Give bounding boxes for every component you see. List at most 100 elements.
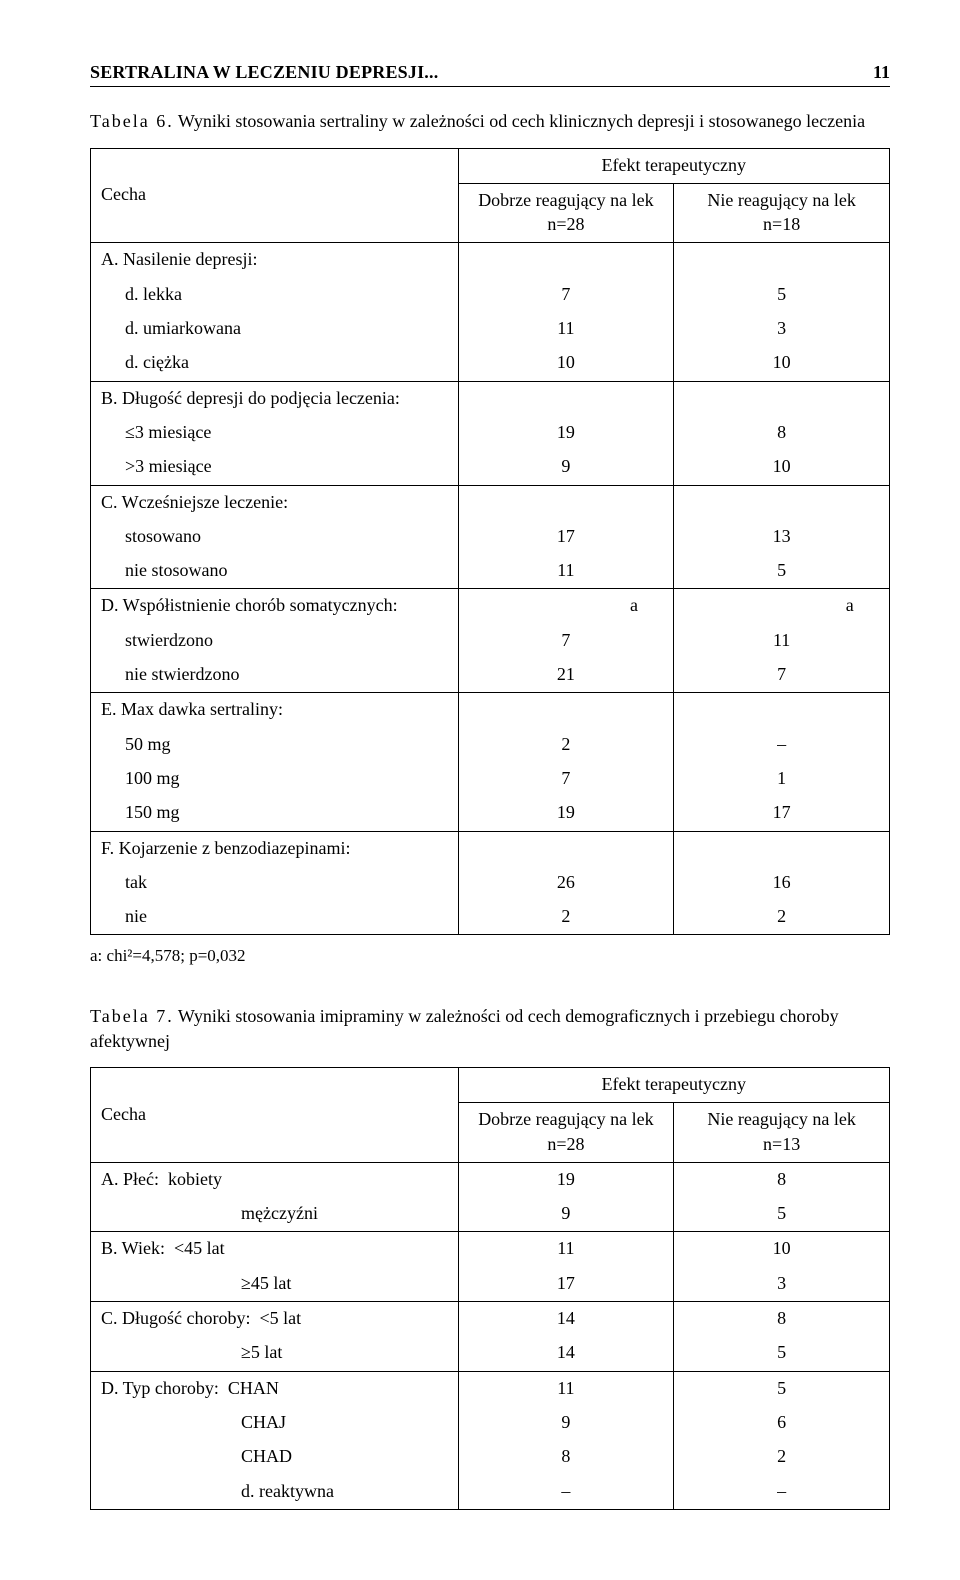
table-row-label: C. Długość choroby: <5 lat [91, 1302, 459, 1337]
table-cell: 5 [674, 554, 890, 589]
table-row-title: B. Długość depresji do podjęcia leczenia… [91, 381, 459, 416]
table6-caption: Tabela 6. Wyniki stosowania sertraliny w… [90, 109, 890, 133]
table-cell: 13 [674, 520, 890, 554]
table-row-label: nie [91, 900, 459, 935]
table-row-title: A. Nasilenie depresji: [91, 243, 459, 278]
table-cell: 6 [674, 1406, 890, 1440]
table-cell: 19 [458, 1162, 674, 1197]
table-cell: 8 [674, 1162, 890, 1197]
table-cell [674, 831, 890, 866]
table6-col-feature: Cecha [91, 148, 459, 243]
table-cell: 2 [674, 900, 890, 935]
running-title: SERTRALINA W LECZENIU DEPRESJI... [90, 60, 438, 84]
table6-col-good: Dobrze reagujący na lek n=28 [458, 183, 674, 243]
table7-label: Tabela 7. [90, 1006, 174, 1026]
table-cell: 5 [674, 1197, 890, 1232]
table-cell [674, 381, 890, 416]
table-row-label: B. Wiek: <45 lat [91, 1232, 459, 1267]
table-cell: a [674, 589, 890, 624]
table7-col-bad: Nie reagujący na lek n=13 [674, 1103, 890, 1163]
table6-label: Tabela 6. [90, 111, 174, 131]
table-cell [458, 485, 674, 520]
table-cell: 3 [674, 312, 890, 346]
table-row-label: d. umiarkowana [91, 312, 459, 346]
table-cell: 11 [458, 1371, 674, 1406]
table7-col-feature: Cecha [91, 1067, 459, 1162]
table7: Cecha Efekt terapeutyczny Dobrze reagują… [90, 1067, 890, 1510]
table-cell: – [674, 1475, 890, 1510]
table-row-label: nie stwierdzono [91, 658, 459, 693]
table6-caption-text: Wyniki stosowania sertraliny w zależnośc… [178, 111, 865, 131]
table-cell: 26 [458, 866, 674, 900]
table-row-label: 150 mg [91, 796, 459, 831]
table-row-title: F. Kojarzenie z benzodiazepinami: [91, 831, 459, 866]
table-cell: 16 [674, 866, 890, 900]
table-row-label: CHAD [91, 1440, 459, 1474]
table-row-label: stosowano [91, 520, 459, 554]
table-cell [674, 485, 890, 520]
table-cell: 9 [458, 1406, 674, 1440]
table-cell: 11 [458, 312, 674, 346]
table7-col-good-label: Dobrze reagujący na lek [478, 1109, 653, 1129]
table-cell [458, 381, 674, 416]
table-cell: – [674, 728, 890, 762]
table-cell: 7 [458, 762, 674, 796]
table7-header-effect: Efekt terapeutyczny [458, 1067, 889, 1102]
table-cell: 8 [674, 416, 890, 450]
table-row-title: D. Współistnienie chorób somatycznych: [91, 589, 459, 624]
table-row-label: >3 miesiące [91, 450, 459, 485]
table6-col-good-n: n=28 [547, 214, 584, 234]
table-cell [458, 693, 674, 728]
table-cell: 2 [458, 728, 674, 762]
table-cell: 10 [674, 1232, 890, 1267]
table-cell [458, 831, 674, 866]
table-cell: 11 [458, 554, 674, 589]
table-cell: a [458, 589, 674, 624]
table7-caption-text: Wyniki stosowania imipraminy w zależnośc… [90, 1006, 839, 1050]
table-cell: 14 [458, 1302, 674, 1337]
table-row-label: 100 mg [91, 762, 459, 796]
table-cell [458, 243, 674, 278]
table-cell [674, 693, 890, 728]
table-cell: 11 [674, 624, 890, 658]
table-cell: 3 [674, 1267, 890, 1302]
table-cell: 9 [458, 450, 674, 485]
table-cell: 19 [458, 416, 674, 450]
table-row-label: stwierdzono [91, 624, 459, 658]
table-row-label: mężczyźni [91, 1197, 459, 1232]
table-cell: 5 [674, 1336, 890, 1371]
table-row-label: D. Typ choroby: CHAN [91, 1371, 459, 1406]
page-number: 11 [873, 60, 890, 84]
table-cell: – [458, 1475, 674, 1510]
table-cell: 17 [674, 796, 890, 831]
table-cell: 14 [458, 1336, 674, 1371]
running-header: SERTRALINA W LECZENIU DEPRESJI... 11 [90, 60, 890, 87]
table-row-title: E. Max dawka sertraliny: [91, 693, 459, 728]
table-row-label: A. Płeć: kobiety [91, 1162, 459, 1197]
table-cell: 9 [458, 1197, 674, 1232]
table-row-label: d. reaktywna [91, 1475, 459, 1510]
table6-col-bad: Nie reagujący na lek n=18 [674, 183, 890, 243]
table-cell: 2 [458, 900, 674, 935]
table6-col-good-label: Dobrze reagujący na lek [478, 190, 653, 210]
table7-col-bad-label: Nie reagujący na lek [707, 1109, 855, 1129]
table7-caption: Tabela 7. Wyniki stosowania imipraminy w… [90, 1004, 890, 1053]
table-cell: 7 [458, 278, 674, 312]
table6: Cecha Efekt terapeutyczny Dobrze reagują… [90, 148, 890, 936]
table-row-label: CHAJ [91, 1406, 459, 1440]
table-cell [674, 243, 890, 278]
table6-col-bad-n: n=18 [763, 214, 800, 234]
table-row-label: d. ciężka [91, 346, 459, 381]
table-cell: 7 [674, 658, 890, 693]
table6-col-bad-label: Nie reagujący na lek [707, 190, 855, 210]
table-cell: 21 [458, 658, 674, 693]
table-row-title: C. Wcześniejsze leczenie: [91, 485, 459, 520]
table6-header-effect: Efekt terapeutyczny [458, 148, 889, 183]
table-cell: 11 [458, 1232, 674, 1267]
table-row-label: nie stosowano [91, 554, 459, 589]
table-cell: 5 [674, 278, 890, 312]
table-cell: 2 [674, 1440, 890, 1474]
table-cell: 8 [674, 1302, 890, 1337]
table-cell: 10 [674, 346, 890, 381]
table-cell: 10 [674, 450, 890, 485]
